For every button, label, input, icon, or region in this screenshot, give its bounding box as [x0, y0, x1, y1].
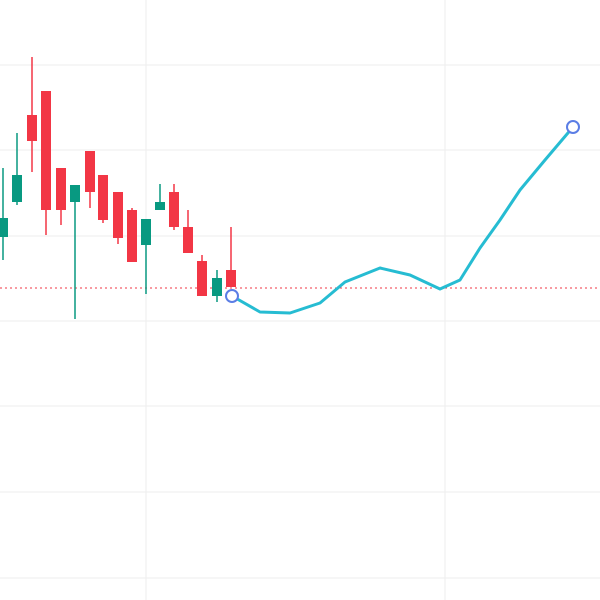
candle-body	[27, 115, 37, 141]
candle-body	[212, 278, 222, 296]
candle-body	[183, 227, 193, 253]
candle-body	[41, 91, 51, 210]
candle-body	[12, 175, 22, 202]
candle-body	[113, 192, 123, 238]
candle-body	[98, 175, 108, 220]
candle-body	[70, 185, 80, 202]
candle-body	[127, 210, 137, 262]
candle-body	[197, 261, 207, 296]
candle-body	[56, 168, 66, 210]
candle-body	[0, 218, 8, 237]
candle-body	[169, 192, 179, 227]
candle-body	[85, 151, 95, 192]
curve-handle	[566, 120, 580, 134]
drawn-curve	[230, 125, 575, 315]
candle-body	[141, 219, 151, 245]
curve-handle	[225, 289, 239, 303]
candle-body	[155, 202, 165, 210]
candle-body	[226, 270, 236, 287]
